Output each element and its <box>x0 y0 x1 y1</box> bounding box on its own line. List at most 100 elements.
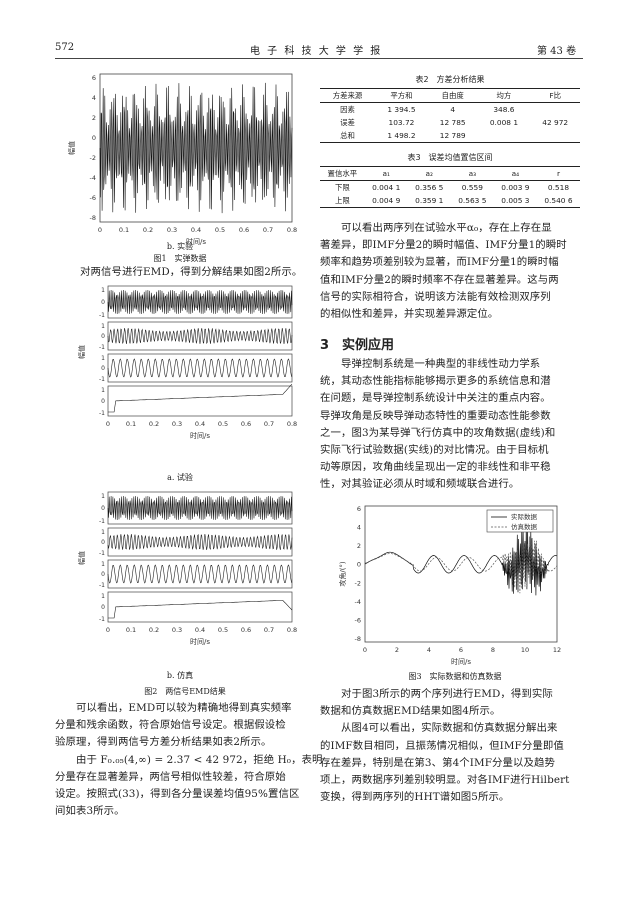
table-cell: 0.559 <box>461 183 483 192</box>
y-tick-label: 1 <box>101 493 105 500</box>
x-tick-label: 0.4 <box>195 626 205 634</box>
x-tick-label: 0.1 <box>119 226 129 234</box>
table-cell <box>530 129 580 143</box>
table-cell: 误差 <box>340 118 355 127</box>
text-line: 对于图3所示的两个序列进行EMD，得到实际 <box>320 688 553 700</box>
x-tick-label: 0.8 <box>287 420 297 428</box>
table-cell: 103.72 <box>388 118 415 127</box>
figure-2a-plot: 10-110-110-110-10 0.1 0.2 0.3 0.4 0.5 0.6 0.7 0.… <box>77 285 297 440</box>
table-cell: 348.6 <box>493 105 515 114</box>
imf-line <box>107 564 293 584</box>
imf-panel-frame <box>107 353 293 383</box>
text-line: 可以看出两序列在试验水平α₀，存在上存在显 <box>320 222 552 234</box>
x-axis-label: 时间/s <box>186 237 206 246</box>
y-tick-label: 1 <box>101 323 105 330</box>
right-paragraph-3: 对于图3所示的两个序列进行EMD，得到实际 数据和仿真数据EMD结果如图4所示。… <box>320 686 569 806</box>
header-rule <box>55 58 583 59</box>
text-line: 设定。按照式(33)，得到各分量误差均值95%置信区 <box>55 788 300 801</box>
text-line: 可以看出，EMD可以较为精确地得到真实频率 <box>55 702 292 714</box>
text-line: 的相似性和差异，并实现差异源定位。 <box>320 308 499 321</box>
text-line-fig1-intro: 对两信号进行EMD，得到分解结果如图2所示。 <box>80 266 303 278</box>
x-tick-label: 0.5 <box>215 226 225 234</box>
table-cell: 0.004 9 <box>372 196 401 205</box>
imf-panel-frame <box>107 527 293 557</box>
text-line: 项上，两数据序列差别较明显。对各IMF进行Hilbert <box>320 774 570 787</box>
x-tick-label: 0.5 <box>218 626 228 634</box>
table-header-cell: a₂ <box>425 169 434 178</box>
table-cell: 0.540 6 <box>544 196 573 205</box>
y-tick-label: 0 <box>101 333 105 340</box>
imf-line <box>107 533 293 550</box>
table-header-cell: 自由度 <box>441 91 464 100</box>
table-cell: 下限 <box>334 183 350 192</box>
y-tick-label: -1 <box>99 518 105 525</box>
text-line: 存在差异，特别是在第3、第4个IMF分量以及趋势 <box>320 756 555 769</box>
y-tick-label: 6 <box>357 505 361 513</box>
text-line: 变换，得到两序列的HHT谱如图5所示。 <box>320 791 510 804</box>
x-tick-label: 0.3 <box>167 226 177 234</box>
y-tick-label: 0 <box>101 398 105 405</box>
figure-3: 0 2 4 6 8 10 12 6 4 2 0 -2 -4 -6 -8 攻角/(°) 时间/s 实际数据 仿真数据 <box>335 502 565 667</box>
figure-1-subcaption: b. 实验 <box>166 242 194 251</box>
figure-3-caption: 图3 实际数据和仿真数据 <box>408 672 502 681</box>
text-line: 信号的实际相符合，说明该方法能有效检测双序列 <box>320 290 551 303</box>
series-actual-line <box>364 522 558 596</box>
y-tick-label: 6 <box>92 74 96 82</box>
text-line: 著差异，即IMF分量2的瞬时幅值、IMF分量1的瞬时 <box>320 239 567 252</box>
figure-1-caption: 图1 实弹数据 <box>153 254 207 263</box>
series-simulation-line <box>364 536 558 594</box>
text-line: 间如表3所示。 <box>55 805 125 818</box>
y-tick-label: -2 <box>90 154 96 162</box>
y-tick-label: 1 <box>101 529 105 536</box>
y-axis-label: 幅值 <box>77 551 86 565</box>
table-header-cell: a₃ <box>468 169 477 178</box>
y-tick-label: -4 <box>90 174 96 182</box>
imf-panel-frame <box>107 321 293 351</box>
imf-line <box>107 495 293 521</box>
figure-2b-plot: 10-110-110-110-10 0.1 0.2 0.3 0.4 0.5 0.6 0.7 0.… <box>77 491 297 646</box>
x-tick-label: 0 <box>106 626 110 634</box>
y-tick-label: 0 <box>92 134 96 142</box>
y-tick-label: -8 <box>90 214 96 222</box>
signal-line <box>99 82 293 214</box>
text-line: 分量存在显著差异，两信号相似性较差，符合原始 <box>55 770 286 783</box>
table-cell: 总和 <box>340 131 355 140</box>
text-line: 导弹控制系统是一种典型的非线性动力学系 <box>320 358 541 370</box>
figure-2-caption: 图2 两信号EMD结果 <box>144 687 226 696</box>
table-cell: 0.518 <box>547 183 570 192</box>
table-header-row: 置信水平 a₁ a₂ a₃ a₄ r <box>320 166 580 181</box>
right-paragraph-1: 可以看出两序列在试验水平α₀，存在上存在显 著差异，即IMF分量2的瞬时幅值、I… <box>320 220 567 323</box>
text-line: 统，其动态性能指标能够揭示更多的系统信息和潜 <box>320 375 551 388</box>
x-tick-label: 10 <box>521 646 529 654</box>
table-2-title: 表2 方差分析结果 <box>415 75 485 84</box>
text-line: 值和IMF分量2的瞬时频率不存在显著差异。这与两 <box>320 273 559 286</box>
text-line: 动等原因，攻角曲线呈现出一定的非线性和非平稳 <box>320 461 551 474</box>
x-tick-label: 0.6 <box>239 226 249 234</box>
table-header-cell: F比 <box>549 91 562 100</box>
plot-frame <box>364 505 558 643</box>
legend-entry: 实际数据 <box>511 512 538 521</box>
x-tick-label: 0.2 <box>149 626 159 634</box>
text-line: 的IMF数目相同，且振荡情况相似，但IMF分量即值 <box>320 739 564 752</box>
imf-line <box>107 328 293 345</box>
figure-2a-label: a. 试验 <box>167 473 193 482</box>
imf-panel-frame <box>107 559 293 589</box>
y-tick-label: -1 <box>99 312 105 319</box>
x-tick-label: 6 <box>459 646 463 654</box>
table-cell: 0.004 1 <box>372 183 401 192</box>
text-line: 验原理，得到两信号方差分析结果如表2所示。 <box>55 736 272 749</box>
section-title: 3 实例应用 <box>320 338 395 353</box>
table-3-title: 表3 误差均值置信区间 <box>407 153 493 162</box>
y-tick-label: -1 <box>99 582 105 589</box>
table-row: 上限 0.004 9 0.359 1 0.563 5 0.005 3 0.540… <box>320 194 580 208</box>
x-tick-label: 8 <box>491 646 495 654</box>
y-tick-label: -2 <box>355 579 361 587</box>
x-tick-label: 0.7 <box>264 420 274 428</box>
right-paragraph-2: 导弹控制系统是一种典型的非线性动力学系 统，其动态性能指标能够揭示更多的系统信息… <box>320 356 555 494</box>
x-tick-label: 0.2 <box>143 226 153 234</box>
imf-line <box>107 289 293 315</box>
x-axis-label: 时间/s <box>190 637 210 646</box>
x-tick-label: 0.7 <box>264 626 274 634</box>
figure-2b: 1 0 -1 1 0 -1 1 0 -1 1 0 -1 0 0.1 0.2 0.3 0.4 0.5 0.6 0.7 0.… <box>70 488 300 678</box>
y-tick-label: 0 <box>101 365 105 372</box>
